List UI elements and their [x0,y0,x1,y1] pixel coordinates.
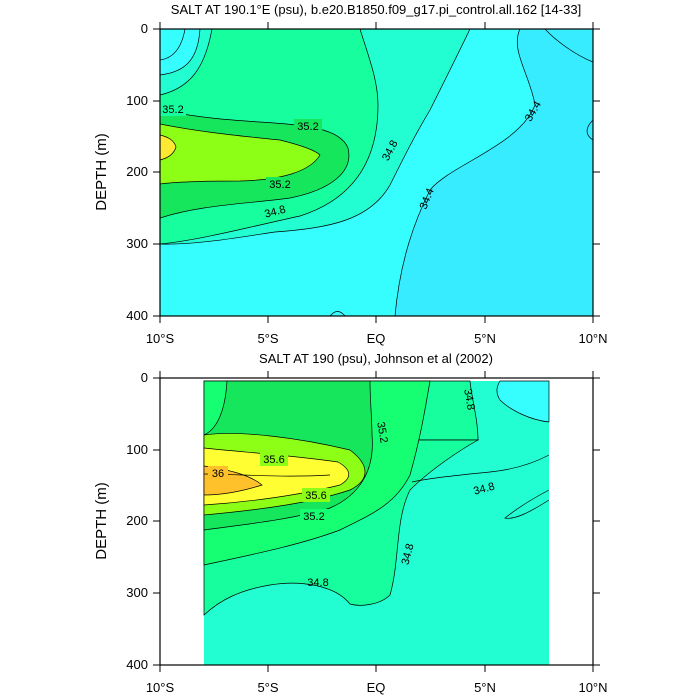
y-tick-label: 100 [126,93,148,108]
panel-bottom-ticks [153,371,600,672]
contour-line [504,489,550,519]
fill-band [160,134,177,161]
panel-top-y-ticklabels: 0 100 200 300 400 [126,21,148,323]
contour-label: 35.2 [303,511,324,523]
x-tick-label: 5°S [257,680,278,695]
panel-top-ylabel: DEPTH (m) [93,133,110,211]
contour-label: 35.2 [374,421,390,444]
panel-top-x-ticklabels: 10°S 5°S EQ 5°N 10°N [146,331,608,346]
fill-band [496,380,550,423]
y-tick-label: 100 [126,442,148,457]
y-tick-label: 200 [126,164,148,179]
panel-top-title: SALT AT 190.1°E (psu), b.e20.B1850.f09_g… [171,2,581,17]
contour-line [544,29,593,63]
contour-label: 34.8 [400,542,417,566]
fill-band [160,123,321,185]
contour-label: 34.8 [263,204,287,221]
panel-top-ticks [153,22,600,323]
y-tick-label: 400 [126,657,148,672]
y-tick-label: 300 [126,585,148,600]
contour-label: 34.8 [472,481,496,498]
y-tick-label: 0 [141,370,148,385]
x-tick-label: 10°N [578,680,607,695]
panel-bottom-x-ticklabels: 10°S 5°S EQ 5°N 10°N [146,680,608,695]
contour-label: 36 [212,468,224,480]
panel-bottom-contour-labels: 36 35.6 35.6 35.2 35.2 34.8 34.8 34.8 34… [208,388,496,589]
y-tick-label: 0 [141,21,148,36]
panel-top-contour-fill [160,29,593,316]
contour-label: 35.2 [269,179,290,191]
contour-label: 34.8 [307,577,328,589]
contour-line [160,29,186,61]
panel-bottom-contour-fill [203,380,550,665]
x-tick-label: 10°S [146,331,175,346]
x-tick-label: EQ [367,331,386,346]
panel-bottom-ylabel: DEPTH (m) [93,482,110,560]
x-tick-label: EQ [367,680,386,695]
contour-label: 34.8 [461,388,477,411]
x-tick-label: 5°N [474,680,496,695]
contour-label: 35.2 [162,104,183,116]
panel-bottom-y-ticklabels: 0 100 200 300 400 [126,370,148,672]
contour-line [411,454,550,483]
x-tick-label: 5°N [474,331,496,346]
contour-label: 35.2 [297,121,318,133]
x-tick-label: 10°S [146,680,175,695]
contour-label: 35.6 [305,490,326,502]
panel-top: SALT AT 190.1°E (psu), b.e20.B1850.f09_g… [93,2,608,346]
y-tick-label: 300 [126,236,148,251]
panel-bottom: SALT AT 190 (psu), Johnson et al (2002) [93,351,608,695]
x-tick-label: 10°N [578,331,607,346]
contour-label: 35.6 [263,454,284,466]
contour-line [329,311,346,316]
y-tick-label: 400 [126,308,148,323]
contour-line [586,119,593,141]
y-tick-label: 200 [126,513,148,528]
x-tick-label: 5°S [257,331,278,346]
panel-bottom-title: SALT AT 190 (psu), Johnson et al (2002) [259,351,493,366]
